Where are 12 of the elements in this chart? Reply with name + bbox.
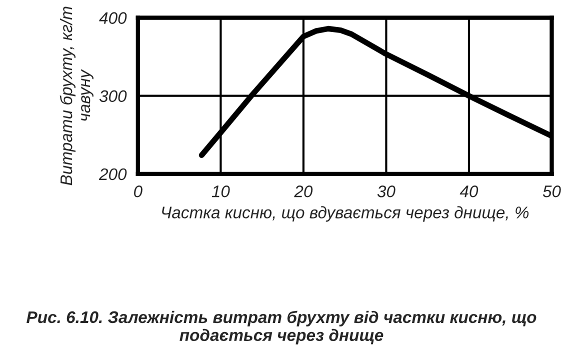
x-tick-label: 40 [460,186,478,198]
text: Рис. 6.10. Залежність витрат брухту від частки кисню, що подається через днище [26,310,536,344]
x-tick-label: 10 [212,186,230,198]
x-tick-label: 0 [134,186,142,198]
y-tick-label: 400 [99,12,127,24]
x-axis-title: Частка кисню, що вдувається через днище, % [162,206,529,222]
x-tick-label: 50 [542,186,561,198]
y-axis-title: Витрати брухту, кг/т чавуну [60,6,94,186]
x-tick-label: 30 [377,186,396,198]
x-tick-label: 20 [294,186,313,198]
y-tick-label: 200 [98,168,127,180]
y-tick-label: 300 [99,90,127,102]
